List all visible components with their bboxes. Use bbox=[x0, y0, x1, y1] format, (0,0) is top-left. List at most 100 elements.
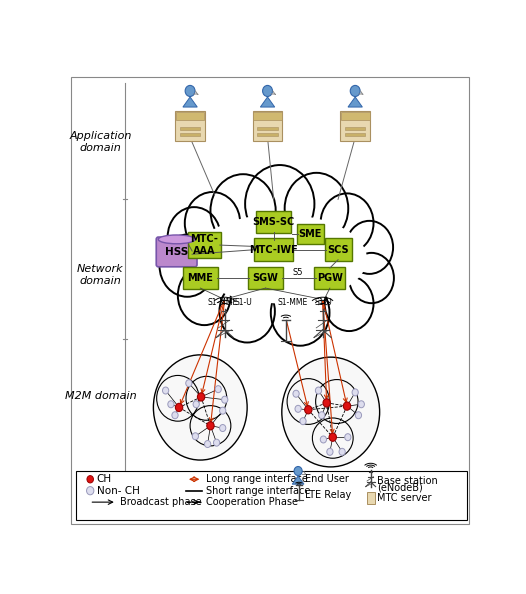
FancyBboxPatch shape bbox=[175, 111, 205, 141]
FancyBboxPatch shape bbox=[257, 132, 278, 137]
Circle shape bbox=[339, 448, 345, 456]
Circle shape bbox=[323, 399, 330, 407]
Circle shape bbox=[358, 401, 365, 407]
Circle shape bbox=[319, 412, 325, 419]
Circle shape bbox=[154, 355, 247, 460]
Circle shape bbox=[159, 235, 215, 297]
Circle shape bbox=[285, 173, 348, 244]
Circle shape bbox=[205, 441, 211, 447]
FancyBboxPatch shape bbox=[156, 237, 197, 267]
Text: S5: S5 bbox=[293, 268, 304, 277]
Text: Broadcast phase: Broadcast phase bbox=[119, 497, 201, 507]
Text: S1-U: S1-U bbox=[315, 298, 332, 307]
Text: (eNodeB): (eNodeB) bbox=[377, 482, 422, 492]
Circle shape bbox=[163, 387, 169, 394]
Circle shape bbox=[215, 386, 221, 393]
Circle shape bbox=[193, 401, 199, 407]
Circle shape bbox=[300, 418, 306, 425]
Text: LTE Relay: LTE Relay bbox=[306, 490, 352, 500]
Text: Long range interface: Long range interface bbox=[206, 474, 308, 484]
FancyBboxPatch shape bbox=[180, 127, 200, 130]
Text: Base station: Base station bbox=[377, 476, 438, 486]
Polygon shape bbox=[183, 97, 197, 107]
Text: MTC-IWF: MTC-IWF bbox=[249, 245, 298, 255]
Circle shape bbox=[271, 280, 329, 346]
Circle shape bbox=[320, 436, 327, 443]
Circle shape bbox=[168, 207, 221, 267]
Ellipse shape bbox=[158, 235, 195, 244]
Circle shape bbox=[185, 86, 195, 96]
Polygon shape bbox=[348, 97, 362, 107]
Circle shape bbox=[178, 266, 231, 325]
FancyBboxPatch shape bbox=[188, 232, 221, 258]
Circle shape bbox=[282, 357, 380, 467]
FancyBboxPatch shape bbox=[345, 127, 366, 130]
FancyBboxPatch shape bbox=[367, 492, 375, 504]
Circle shape bbox=[185, 192, 240, 254]
Text: MME: MME bbox=[187, 273, 213, 283]
FancyBboxPatch shape bbox=[248, 267, 283, 289]
Circle shape bbox=[219, 425, 226, 431]
Circle shape bbox=[352, 389, 358, 396]
Circle shape bbox=[186, 380, 192, 387]
Circle shape bbox=[175, 403, 183, 412]
Circle shape bbox=[305, 406, 312, 414]
FancyBboxPatch shape bbox=[183, 267, 218, 289]
FancyBboxPatch shape bbox=[325, 238, 351, 261]
Circle shape bbox=[221, 396, 228, 403]
Circle shape bbox=[172, 412, 178, 419]
Circle shape bbox=[356, 412, 361, 419]
FancyBboxPatch shape bbox=[297, 223, 324, 244]
FancyBboxPatch shape bbox=[253, 111, 282, 141]
Circle shape bbox=[219, 280, 275, 343]
Circle shape bbox=[168, 401, 174, 407]
Circle shape bbox=[345, 434, 351, 441]
Bar bbox=[76, 471, 467, 520]
FancyBboxPatch shape bbox=[340, 111, 370, 141]
Circle shape bbox=[262, 86, 272, 96]
Circle shape bbox=[329, 433, 337, 441]
Circle shape bbox=[87, 476, 94, 483]
FancyBboxPatch shape bbox=[341, 112, 370, 119]
FancyBboxPatch shape bbox=[256, 211, 291, 233]
Text: Non- CH: Non- CH bbox=[97, 486, 139, 496]
Circle shape bbox=[349, 253, 394, 303]
Circle shape bbox=[87, 486, 94, 495]
Text: S1-U: S1-U bbox=[235, 298, 252, 307]
Text: SGW: SGW bbox=[252, 273, 278, 283]
Text: M2M domain: M2M domain bbox=[65, 391, 136, 401]
Ellipse shape bbox=[190, 211, 369, 307]
FancyBboxPatch shape bbox=[345, 132, 366, 137]
Text: CH: CH bbox=[97, 474, 112, 484]
FancyBboxPatch shape bbox=[315, 267, 346, 289]
Circle shape bbox=[316, 387, 321, 394]
Text: S1-MME: S1-MME bbox=[208, 298, 238, 307]
Circle shape bbox=[295, 405, 301, 412]
FancyBboxPatch shape bbox=[257, 127, 278, 130]
Text: End User: End User bbox=[306, 474, 349, 484]
Circle shape bbox=[245, 165, 315, 243]
Text: PGW: PGW bbox=[317, 273, 343, 283]
Polygon shape bbox=[292, 476, 304, 484]
FancyBboxPatch shape bbox=[254, 238, 293, 261]
Circle shape bbox=[294, 466, 302, 476]
Polygon shape bbox=[260, 97, 275, 107]
Text: SME: SME bbox=[299, 229, 322, 239]
Circle shape bbox=[320, 194, 373, 253]
Circle shape bbox=[210, 174, 276, 247]
FancyBboxPatch shape bbox=[176, 112, 205, 119]
Text: Cooperation Phase: Cooperation Phase bbox=[206, 497, 298, 507]
FancyBboxPatch shape bbox=[180, 132, 200, 137]
FancyBboxPatch shape bbox=[253, 112, 282, 119]
Text: Application
domain: Application domain bbox=[69, 131, 132, 153]
Circle shape bbox=[219, 407, 226, 414]
Text: HSS: HSS bbox=[165, 247, 188, 257]
Circle shape bbox=[193, 433, 198, 440]
Circle shape bbox=[327, 448, 333, 456]
Ellipse shape bbox=[191, 214, 367, 304]
Circle shape bbox=[346, 221, 393, 274]
Text: MTC-
AAA: MTC- AAA bbox=[190, 234, 218, 256]
Text: Short range interface: Short range interface bbox=[206, 486, 310, 496]
Text: S1-MME: S1-MME bbox=[278, 298, 308, 307]
Circle shape bbox=[350, 86, 360, 96]
